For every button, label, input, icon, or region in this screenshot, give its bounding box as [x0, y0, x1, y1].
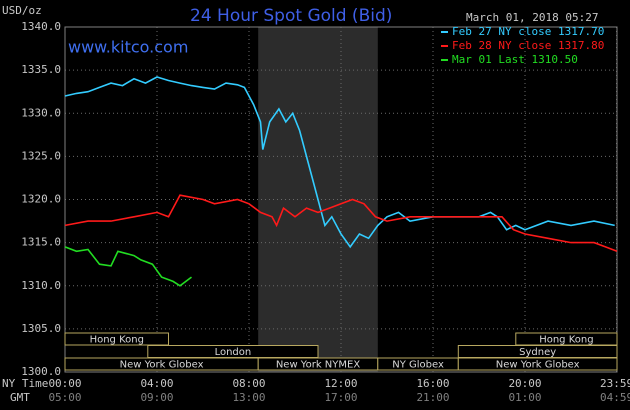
site-label: www.kitco.com	[68, 38, 188, 57]
y-tick-label: 1325.0	[21, 149, 61, 162]
session-label: New York Globex	[120, 360, 204, 371]
session-label: Sydney	[519, 347, 556, 358]
x-tick-label: 16:00	[416, 377, 449, 390]
x-tick-label: 08:00	[232, 377, 265, 390]
series-line	[64, 194, 618, 253]
x2-tick-label: 09:00	[140, 391, 173, 404]
legend-entry: Feb 27 NY close 1317.70	[452, 25, 604, 38]
x2-tick-label: 01:00	[508, 391, 541, 404]
y-tick-label: 1315.0	[21, 236, 61, 249]
timestamp: March 01, 2018 05:27	[466, 11, 598, 24]
y-tick-label: 1330.0	[21, 106, 61, 119]
x-tick-label: 20:00	[508, 377, 541, 390]
y-tick-label: 1305.0	[21, 322, 61, 335]
x2-tick-label: 13:00	[232, 391, 265, 404]
legend-entry: Feb 28 NY close 1317.80	[452, 39, 604, 52]
x2-tick-label: 21:00	[416, 391, 449, 404]
chart-title: 24 Hour Spot Gold (Bid)	[190, 6, 392, 26]
y-tick-label: 1310.0	[21, 279, 61, 292]
y-tick-label: 1300.0	[21, 365, 61, 378]
y-axis-label: USD/oz	[2, 4, 42, 17]
x-axis-label: NY Time	[2, 377, 48, 390]
session-label: London	[215, 347, 252, 358]
y-tick-label: 1340.0	[21, 20, 61, 33]
x2-tick-label: 17:00	[324, 391, 357, 404]
session-label: New York Globex	[496, 360, 580, 371]
session-box	[457, 357, 618, 371]
x2-axis-label: GMT	[10, 391, 30, 404]
session-label: NY Globex	[392, 360, 444, 371]
x-tick-label: 12:00	[324, 377, 357, 390]
plot-border	[64, 26, 618, 373]
session-label: Hong Kong	[90, 335, 144, 346]
y-tick-label: 1335.0	[21, 63, 61, 76]
session-label: Hong Kong	[539, 335, 593, 346]
x-tick-label: 00:00	[48, 377, 81, 390]
x-tick-label: 23:59	[600, 377, 630, 390]
x2-tick-label: 04:59	[600, 391, 630, 404]
x2-tick-label: 05:00	[48, 391, 81, 404]
y-tick-label: 1320.0	[21, 193, 61, 206]
legend-entry: Mar 01 Last 1310.50	[452, 53, 578, 66]
series-line	[64, 246, 192, 287]
x-tick-label: 04:00	[140, 377, 173, 390]
series-line	[64, 76, 615, 249]
session-box	[64, 332, 169, 346]
session-label: New York NYMEX	[276, 360, 361, 371]
